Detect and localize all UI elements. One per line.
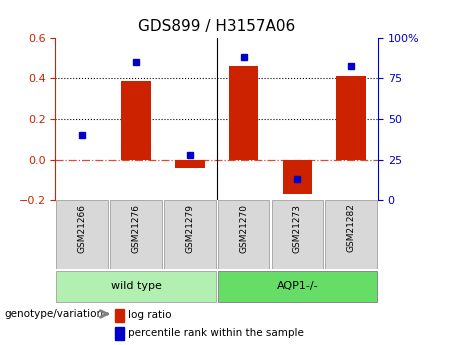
Text: GSM21276: GSM21276: [131, 204, 141, 253]
Text: AQP1-/-: AQP1-/-: [277, 282, 318, 291]
Bar: [115, 309, 124, 322]
FancyBboxPatch shape: [110, 200, 162, 269]
Text: percentile rank within the sample: percentile rank within the sample: [128, 328, 304, 338]
FancyBboxPatch shape: [56, 271, 216, 302]
Text: GSM21282: GSM21282: [347, 204, 355, 253]
FancyBboxPatch shape: [272, 200, 323, 269]
Text: GSM21270: GSM21270: [239, 204, 248, 253]
Text: genotype/variation: genotype/variation: [5, 309, 104, 319]
Bar: [175, 159, 205, 168]
Bar: [283, 159, 312, 194]
Bar: [229, 66, 258, 159]
Text: wild type: wild type: [111, 282, 161, 291]
FancyBboxPatch shape: [325, 200, 377, 269]
FancyBboxPatch shape: [218, 271, 377, 302]
FancyBboxPatch shape: [218, 200, 269, 269]
Title: GDS899 / H3157A06: GDS899 / H3157A06: [138, 19, 296, 34]
FancyBboxPatch shape: [56, 200, 108, 269]
Bar: [121, 80, 151, 159]
Bar: [115, 327, 124, 340]
Text: GSM21279: GSM21279: [185, 204, 194, 253]
Text: log ratio: log ratio: [128, 310, 171, 320]
FancyBboxPatch shape: [164, 200, 216, 269]
Text: GSM21266: GSM21266: [78, 204, 87, 253]
Bar: [337, 77, 366, 159]
Text: GSM21273: GSM21273: [293, 204, 302, 253]
